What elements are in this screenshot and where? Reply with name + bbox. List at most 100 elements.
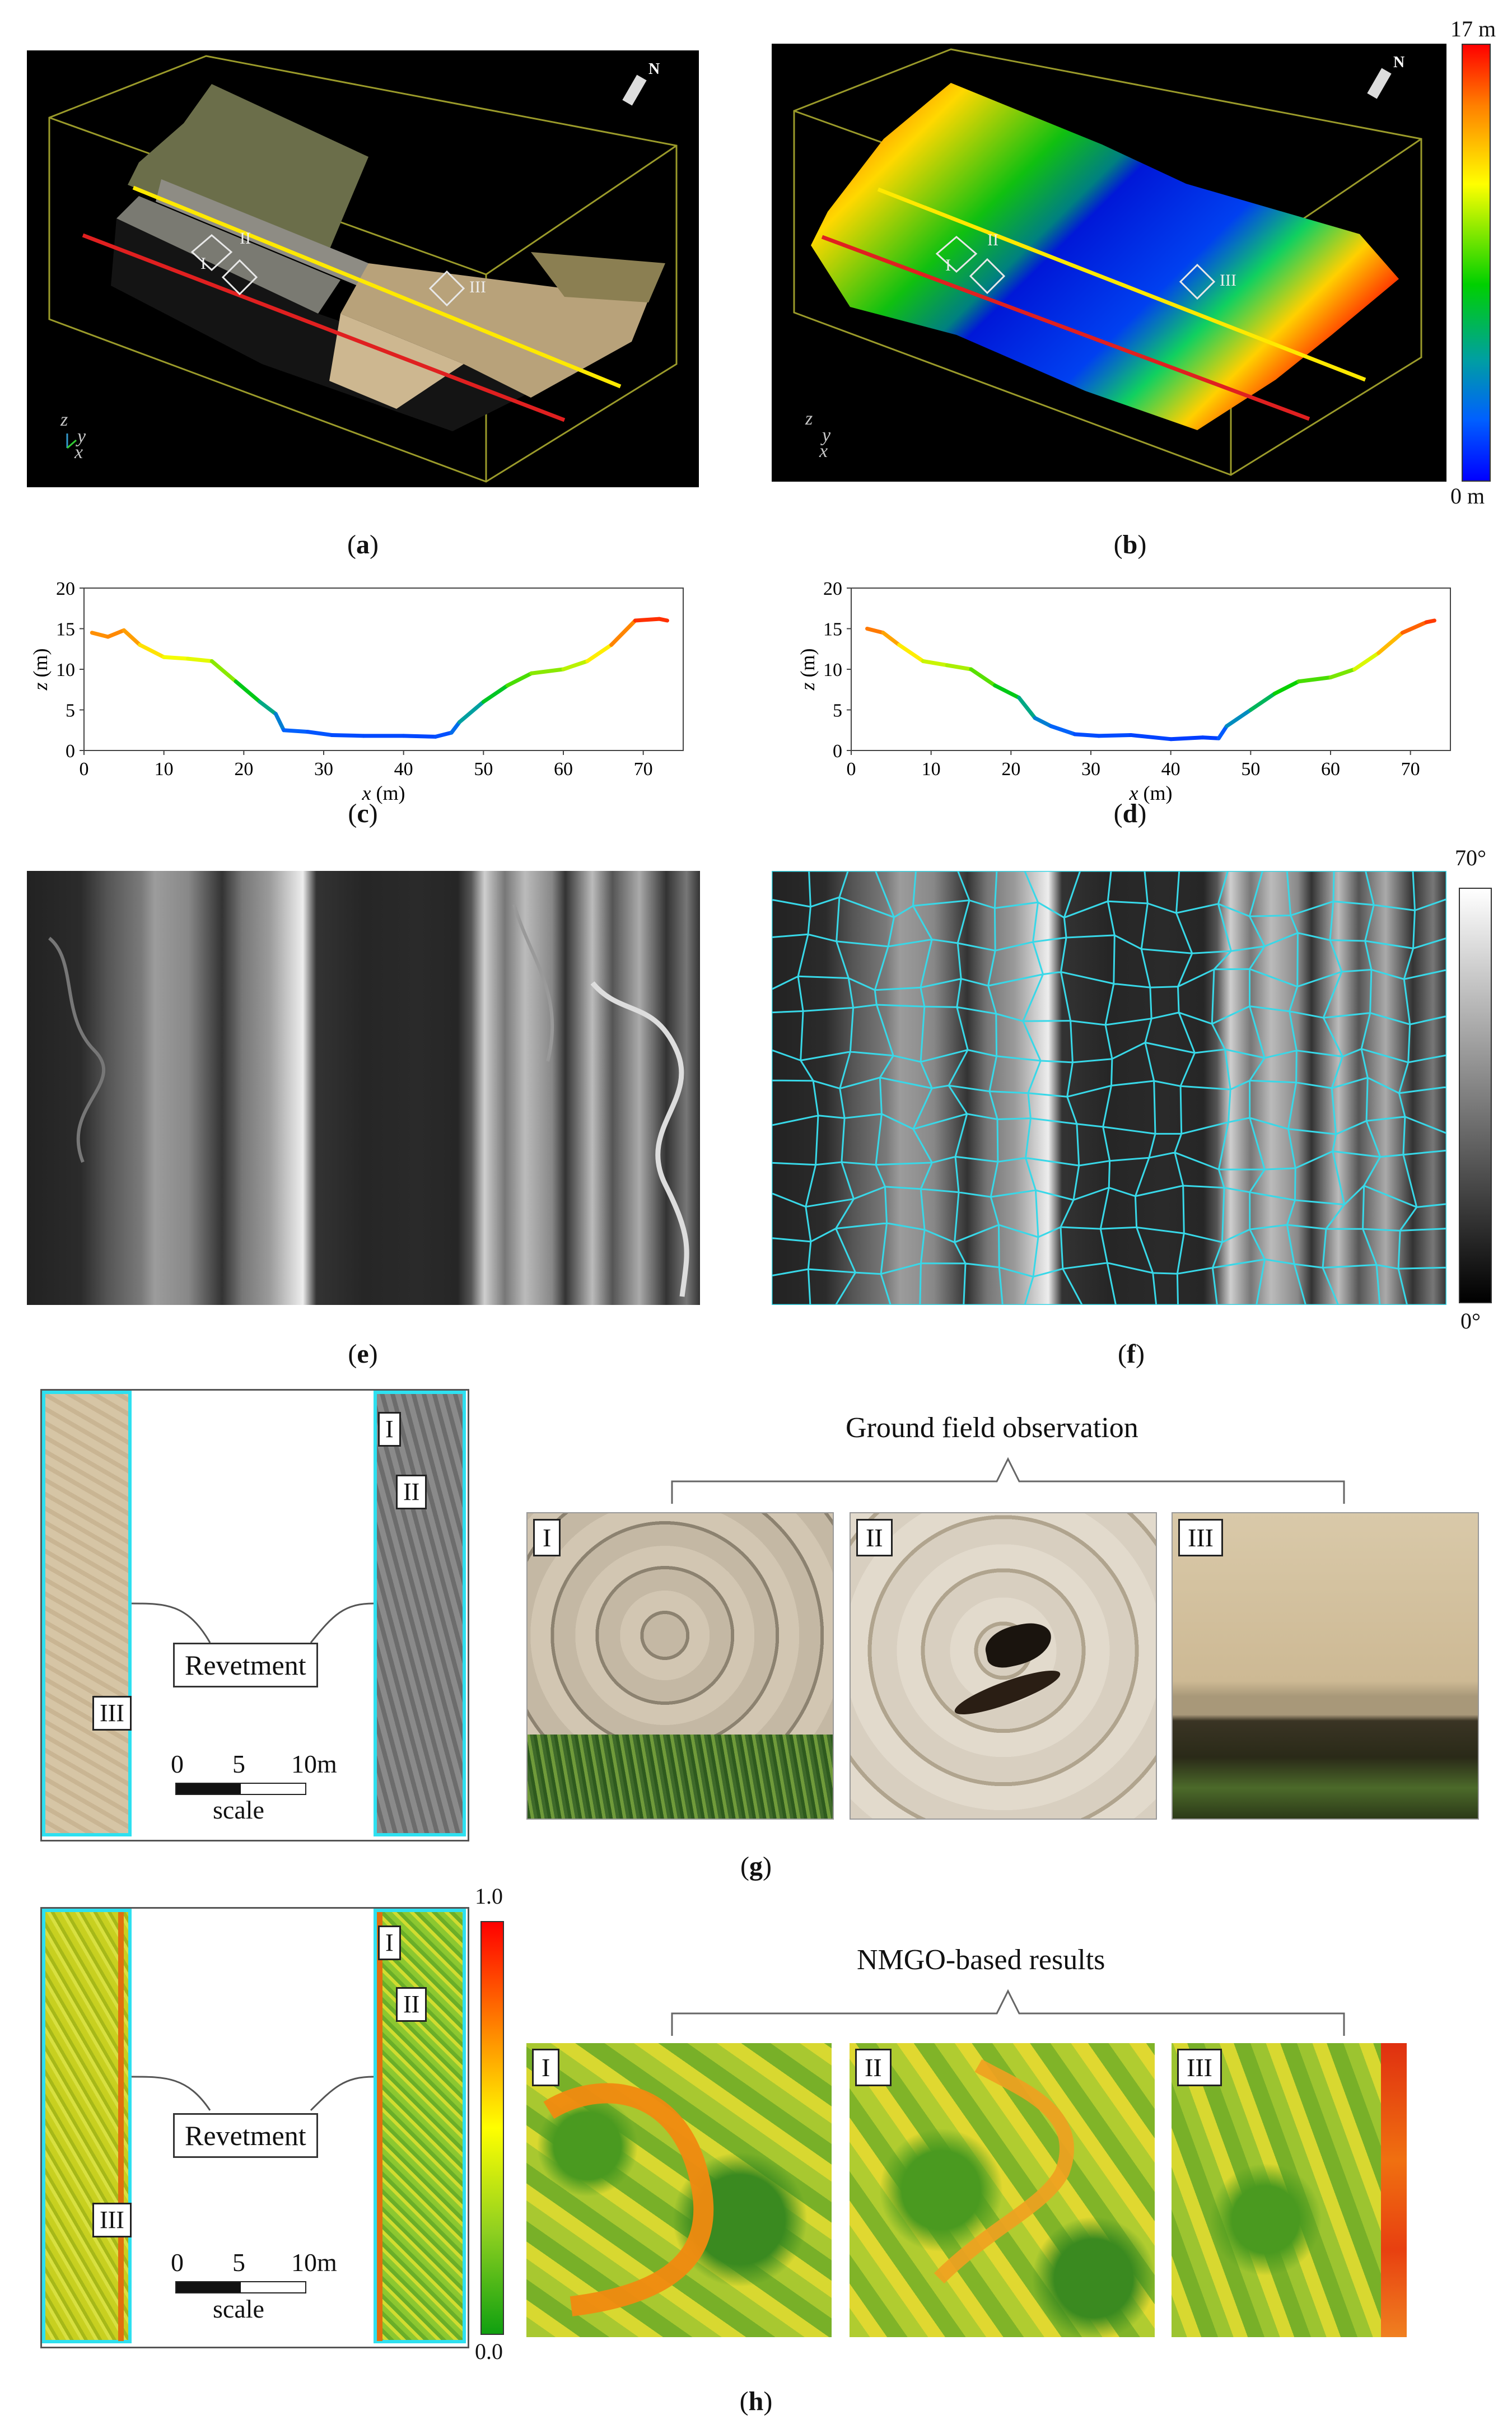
photo-tag-i: I <box>533 1519 561 1556</box>
photo-tag-ii: II <box>856 1519 893 1556</box>
profile-d-svg: 0 10 20 30 40 50 60 70 0 5 10 15 20 x (m) z (m) <box>796 579 1451 804</box>
segmentation-panel <box>771 870 1448 1306</box>
y-tick-label: 5 <box>66 701 75 721</box>
superpixel-grid <box>771 870 1448 1306</box>
x-tick-label: 30 <box>314 759 333 780</box>
revetment-map-h: Revetment I II III 0 5 10m scale <box>40 1907 469 2348</box>
revetment-connectors-h <box>131 2076 374 2111</box>
scale-tick-5: 5 <box>232 1750 245 1778</box>
profile-segment <box>458 700 486 724</box>
x-tick-label: 30 <box>1081 759 1100 780</box>
x-axis-label: x (m) <box>1129 782 1173 804</box>
map-marker-iii: III <box>92 1696 132 1731</box>
elevation-max-label: 17 m <box>1450 16 1496 41</box>
svg-text:y: y <box>820 425 831 446</box>
y-tick-label: 10 <box>823 660 842 680</box>
field-observation-title: Ground field observation <box>846 1412 1138 1444</box>
x-tick-label: 20 <box>1001 759 1020 780</box>
profile-segment <box>138 643 166 659</box>
scale-word: scale <box>213 1796 264 1824</box>
x-tick-label: 60 <box>1321 759 1340 780</box>
profile-segment <box>633 617 661 623</box>
nmgo-tag-iii: III <box>1177 2049 1222 2086</box>
elevation-min-label: 0 m <box>1450 483 1485 509</box>
scale-bar-h <box>175 2281 306 2293</box>
point-cloud-elevation-panel: I II III N z y x <box>772 44 1446 482</box>
elevation-colorbar <box>1462 44 1491 482</box>
svg-text:x: x <box>819 441 828 461</box>
profile-segment <box>505 671 534 688</box>
profile-segment <box>657 617 669 623</box>
profile-segment <box>865 627 885 635</box>
point-cloud-elevation-figure: I II III N z y x <box>793 48 1422 476</box>
profile-segment <box>1049 724 1077 736</box>
svg-text:y: y <box>76 426 86 447</box>
nmgo-result-ii: II <box>850 2043 1155 2337</box>
profile-chart-c: 0 10 20 30 40 50 60 70 0 5 10 15 20 x (m) z (m) <box>22 571 706 806</box>
y-tick-label: 20 <box>56 579 75 599</box>
slope-colorbar <box>1459 888 1492 1303</box>
profile-segment <box>1400 620 1429 635</box>
x-tick-label: 50 <box>474 759 493 780</box>
profile-segment <box>234 679 262 704</box>
svg-text:x: x <box>74 442 83 463</box>
profile-segment <box>449 720 462 735</box>
nmgo-colorbar <box>480 1921 504 2335</box>
scale-bar <box>175 1783 306 1795</box>
nmgo-results-title: NMGO-based results <box>857 1944 1105 1976</box>
profile-segment <box>1128 733 1173 742</box>
panel-label-e: (e) <box>348 1339 378 1369</box>
profile-c-svg: 0 10 20 30 40 50 60 70 0 5 10 15 20 x (m) z (m) <box>29 579 684 804</box>
svg-text:N: N <box>648 60 660 78</box>
profile-segment <box>273 712 286 733</box>
profile-segment <box>897 643 925 663</box>
profile-segment <box>90 631 110 639</box>
field-photo-ii: II <box>850 1512 1157 1820</box>
profile-segment <box>258 700 278 716</box>
nmgo-map-marker-iii: III <box>92 2203 132 2238</box>
nmgo-map-marker-i: I <box>378 1926 401 1961</box>
profile-chart-d: 0 10 20 30 40 50 60 70 0 5 10 15 20 x (m) z (m) <box>790 571 1473 806</box>
map-marker-ii: II <box>396 1475 427 1510</box>
panel-label-g: (g) <box>740 1852 772 1881</box>
profile-segment <box>1424 618 1436 624</box>
svg-text:II: II <box>987 231 998 249</box>
scale-word-h: scale <box>213 2295 264 2323</box>
x-tick-label: 70 <box>634 759 653 780</box>
profile-segment <box>945 663 973 672</box>
slope-min-label: 0° <box>1460 1308 1481 1334</box>
axes-triad-icon: z y x <box>60 409 86 463</box>
nmgo-strip-left <box>42 1909 132 2343</box>
nmgo-strip-right <box>374 1909 466 2343</box>
x-tick-label: 0 <box>80 759 89 780</box>
svg-text:z: z <box>60 409 68 430</box>
profile-segment <box>1296 675 1333 684</box>
panel-label-c: (c) <box>348 799 378 828</box>
x-axis-label: x (m) <box>362 782 405 804</box>
y-tick-label: 0 <box>66 741 75 762</box>
slope-raster-texture <box>48 904 689 1297</box>
y-tick-label: 15 <box>56 619 75 640</box>
profile-segment <box>1169 735 1205 742</box>
x-tick-label: 70 <box>1401 759 1420 780</box>
nmgo-tag-i: I <box>532 2049 560 2086</box>
x-tick-label: 50 <box>1241 759 1260 780</box>
field-bracket <box>671 1457 1345 1504</box>
panel-label-f: (f) <box>1118 1339 1145 1369</box>
nmgo-max-label: 1.0 <box>475 1883 503 1909</box>
panel-label-a: (a) <box>347 530 379 560</box>
scale-tick-0: 0 <box>171 1750 184 1778</box>
slope-raster-panel <box>27 871 700 1305</box>
profile-segment <box>1352 651 1381 672</box>
profile-segment <box>106 628 126 639</box>
svg-text:III: III <box>469 278 486 296</box>
nmgo-result-i: I <box>526 2043 832 2337</box>
profile-segment <box>881 631 902 647</box>
profile-segment <box>585 643 614 663</box>
y-axis-label: z (m) <box>796 649 819 691</box>
region-label-i: I <box>200 254 206 273</box>
panel-label-b: (b) <box>1113 530 1147 560</box>
nmgo-tag-ii: II <box>855 2049 892 2086</box>
profile-segment <box>993 683 1021 700</box>
profile-segment <box>609 618 637 647</box>
